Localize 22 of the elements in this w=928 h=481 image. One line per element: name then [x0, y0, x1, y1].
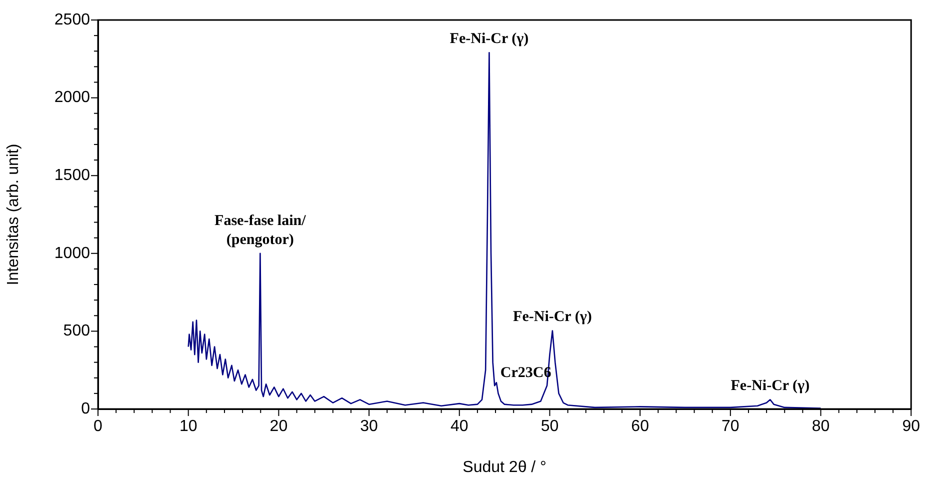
x-tick-label: 70 — [722, 418, 740, 436]
x-tick-label: 20 — [270, 418, 288, 436]
annotation: Fe-Ni-Cr (γ) — [730, 378, 810, 394]
y-tick-label: 1000 — [54, 244, 90, 262]
y-tick-label: 2000 — [54, 89, 90, 106]
y-axis-title: Intensitas (arb. unit) — [5, 144, 22, 286]
annotation: Fe-Ni-Cr (γ) — [513, 309, 592, 326]
y-tick-label: 500 — [63, 322, 90, 340]
y-tick-label: 0 — [81, 400, 90, 418]
x-tick-label: 80 — [812, 418, 830, 436]
x-tick-label: 30 — [360, 418, 378, 436]
y-tick-label: 2500 — [54, 11, 90, 28]
x-axis-title: Sudut 2θ / ° — [462, 458, 546, 476]
x-tick-label: 90 — [902, 418, 920, 436]
x-tick-label: 10 — [179, 418, 198, 436]
y-tick-label: 1500 — [54, 167, 90, 184]
x-tick-label: 50 — [540, 418, 559, 436]
x-tick-label: 60 — [631, 418, 650, 436]
x-tick-label: 0 — [94, 418, 103, 436]
annotation: Fase-fase lain/ (pengotor) — [214, 212, 307, 248]
annotation: Fe-Ni-Cr (γ) — [450, 31, 529, 48]
x-tick-label: 40 — [450, 418, 468, 436]
